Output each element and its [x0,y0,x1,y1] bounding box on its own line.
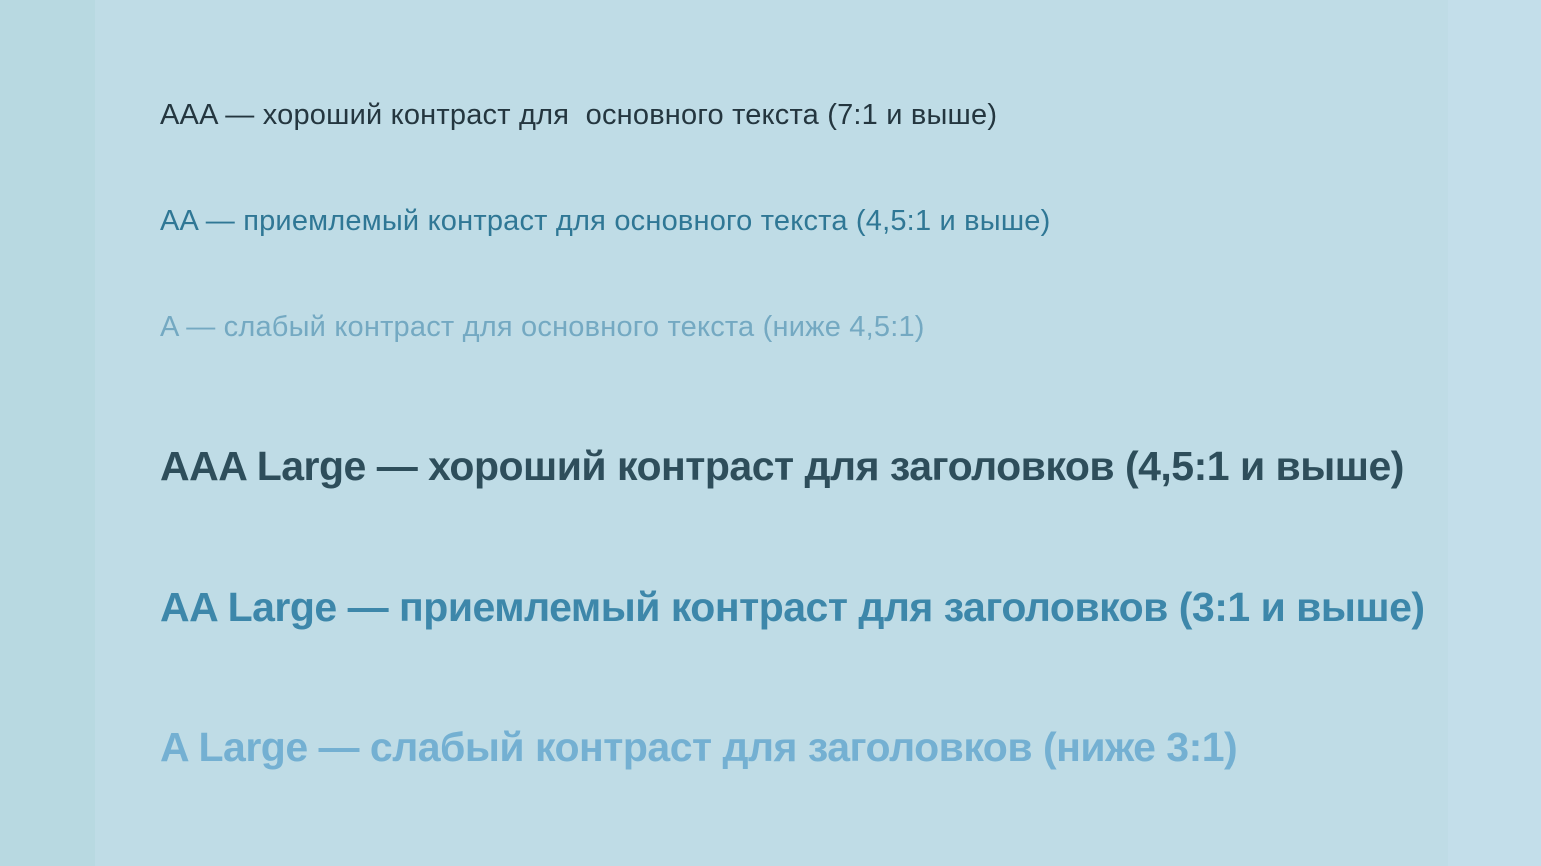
background-canvas [95,0,1448,866]
contrast-line-aaa: AAA — хороший контраст для основного тек… [160,99,998,131]
contrast-line-aa: AA — приемлемый контраст для основного т… [160,205,1051,237]
contrast-line-a: A — слабый контраст для основного текста… [160,311,925,343]
contrast-line-aa-large: AA Large — приемлемый контраст для загол… [160,584,1425,630]
contrast-line-a-large: A Large — слабый контраст для заголовков… [160,724,1238,770]
background-edge-right [1448,0,1541,866]
contrast-line-aaa-large: AAA Large — хороший контраст для заголов… [160,443,1404,489]
background-edge-left [0,0,95,866]
